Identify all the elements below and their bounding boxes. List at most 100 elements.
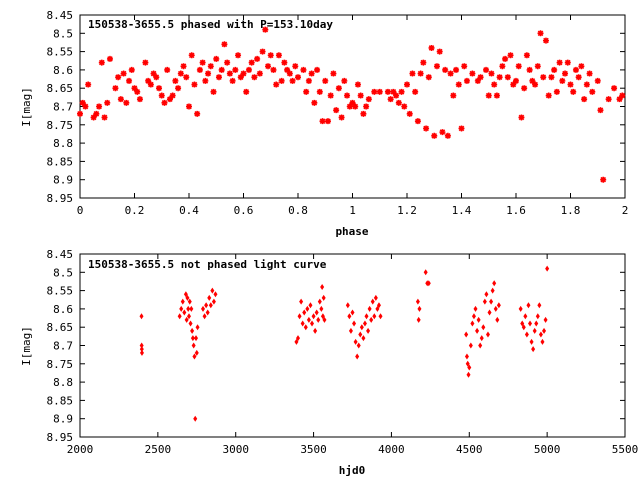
data-point (187, 313, 191, 320)
data-point (142, 59, 149, 66)
data-point (496, 302, 501, 309)
data-point (469, 70, 476, 77)
data-point (470, 320, 475, 327)
data-point (600, 176, 607, 183)
data-point (395, 99, 402, 106)
data-point (543, 316, 548, 323)
data-point (232, 66, 239, 73)
data-point (364, 313, 369, 320)
data-point (117, 96, 124, 103)
y-tick-label: 8.95 (47, 192, 74, 205)
data-point (453, 66, 460, 73)
data-point (578, 63, 585, 70)
data-point (126, 77, 133, 84)
x-tick-label: 0.6 (234, 204, 254, 217)
data-point (153, 74, 160, 81)
data-point (316, 88, 323, 95)
data-point (518, 305, 523, 312)
data-point (211, 298, 216, 305)
data-point (476, 316, 481, 323)
data-point (183, 74, 190, 81)
data-point (299, 298, 304, 305)
data-point (186, 305, 191, 312)
data-point (185, 294, 190, 301)
data-point (281, 59, 288, 66)
data-point (366, 327, 371, 334)
data-point (245, 66, 252, 73)
data-point (450, 92, 457, 99)
y-tick-label: 8.75 (47, 358, 74, 371)
data-point (471, 313, 476, 320)
data-point (90, 114, 97, 121)
data-point (208, 302, 213, 309)
data-point (327, 92, 334, 99)
data-point (306, 316, 311, 323)
data-point (468, 342, 473, 349)
data-point (518, 114, 525, 121)
x-tick-label: 1 (349, 204, 356, 217)
data-point (474, 77, 481, 84)
data-point (139, 342, 144, 349)
y-tick-label: 8.5 (53, 27, 73, 40)
data-point (319, 118, 326, 125)
data-point (537, 302, 542, 309)
data-point (542, 327, 547, 334)
data-point (267, 52, 274, 59)
data-point (139, 349, 144, 356)
y-tick-label: 8.9 (53, 413, 73, 426)
data-point (362, 320, 367, 327)
data-point (300, 320, 305, 327)
x-axis-label: phase (335, 225, 368, 238)
data-point (305, 305, 310, 312)
data-point (313, 327, 318, 334)
data-point (521, 324, 526, 331)
data-point (338, 114, 345, 121)
data-point (479, 335, 484, 342)
data-point (436, 48, 443, 55)
data-point (82, 103, 89, 110)
data-point (188, 320, 193, 327)
data-point (551, 66, 558, 73)
y-tick-label: 8.5 (53, 266, 73, 279)
chart-title: 150538-3655.5 not phased light curve (88, 258, 327, 271)
data-point (303, 324, 308, 331)
data-point (507, 52, 514, 59)
y-tick-label: 8.85 (47, 394, 74, 407)
data-point (597, 107, 604, 114)
data-point (485, 331, 490, 338)
data-point (401, 103, 408, 110)
data-point (431, 132, 438, 139)
data-point (528, 320, 533, 327)
data-point (466, 371, 471, 378)
data-point (292, 63, 299, 70)
y-ticks: 8.45 8.5 8.55 8.6 8.65 8.7 8.75 8.8 8.85 8.9 8.95 (47, 248, 625, 444)
unphased-light-curve-chart: 150538-3655.5 not phased light curve I[m… (20, 248, 638, 477)
data-point (77, 110, 83, 117)
data-point (458, 125, 465, 132)
data-point (447, 70, 454, 77)
data-point (482, 298, 487, 305)
data-point (423, 269, 428, 276)
data-point (229, 77, 236, 84)
data-point (545, 92, 552, 99)
data-point (464, 353, 469, 360)
data-point (101, 114, 108, 121)
data-point (123, 99, 130, 106)
data-point (259, 48, 266, 55)
data-point (191, 342, 196, 349)
data-point (526, 66, 533, 73)
data-point (521, 85, 528, 92)
y-tick-label: 8.55 (47, 46, 74, 59)
data-point (363, 103, 370, 110)
data-point (542, 37, 549, 44)
data-point (605, 96, 612, 103)
y-tick-label: 8.8 (53, 137, 73, 150)
data-point (278, 77, 285, 84)
data-point (297, 313, 302, 320)
data-point (464, 331, 469, 338)
data-point (378, 313, 383, 320)
data-point (254, 55, 261, 62)
x-axis-label: hjd0 (339, 464, 366, 477)
data-point (619, 92, 626, 99)
